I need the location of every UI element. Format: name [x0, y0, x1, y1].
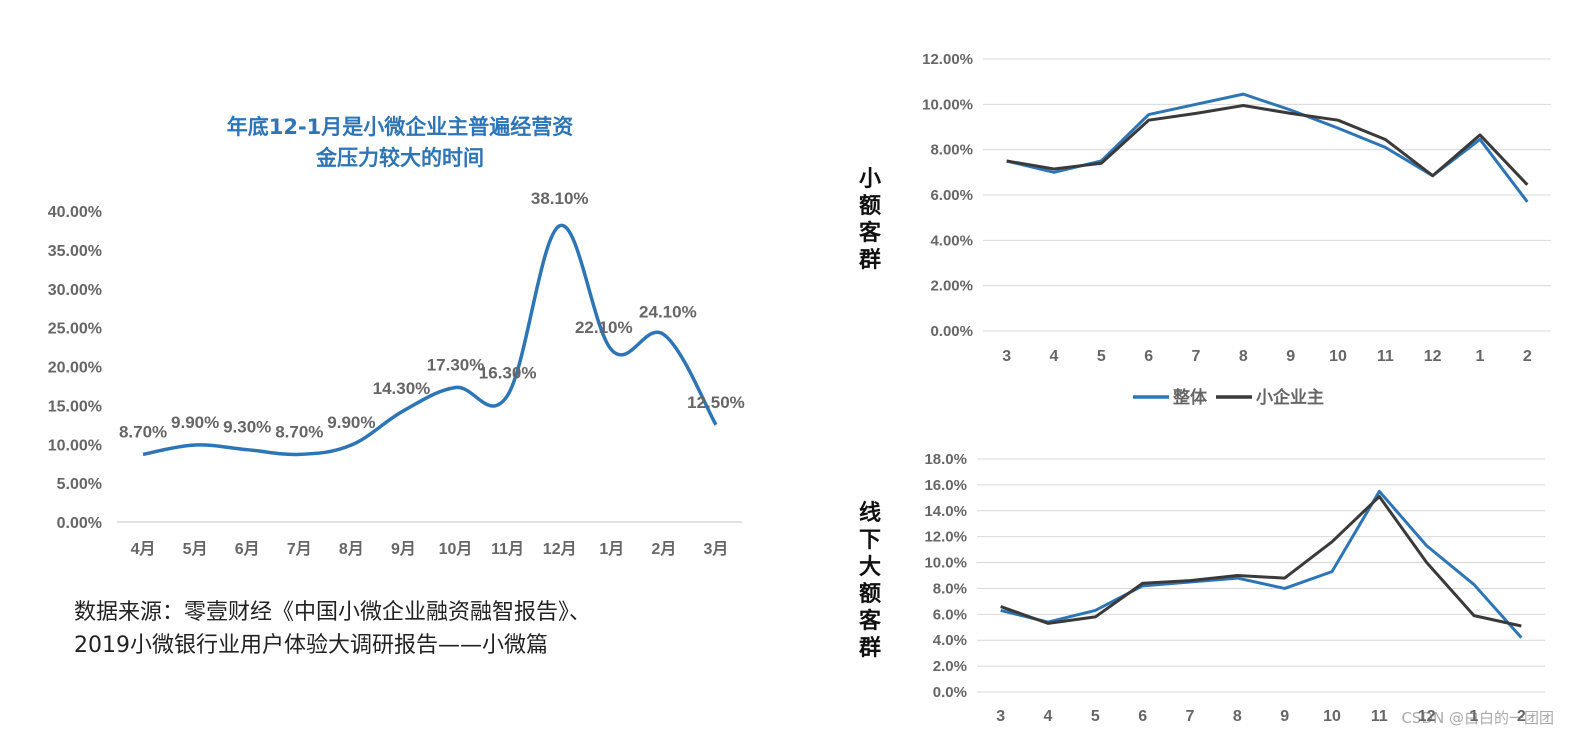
source-line1: 数据来源：零壹财经《中国小微企业融资融智报告》、 — [74, 600, 592, 625]
y-tick-label: 10.00% — [48, 437, 102, 454]
data-label: 24.10% — [639, 303, 697, 322]
y-tick-label: 0.00% — [930, 323, 973, 340]
x-tick-label: 7月 — [287, 540, 312, 558]
data-label: 22.10% — [575, 318, 633, 337]
y-tick-label: 6.00% — [930, 187, 973, 204]
panel-label-small-amount: 小额客群 — [858, 167, 881, 273]
chart-title: 年底12-1月是小微企业主普遍经营资 金压力较大的时间 — [150, 112, 650, 174]
x-tick-label: 1月 — [599, 540, 624, 558]
y-tick-label: 40.00% — [48, 204, 102, 221]
x-tick-label: 6 — [1138, 708, 1147, 725]
legend-label-overall: 整体 — [1173, 387, 1208, 408]
data-label: 9.30% — [223, 418, 271, 437]
x-tick-label: 7 — [1192, 348, 1201, 365]
data-label: 16.30% — [479, 363, 537, 382]
y-tick-label: 16.0% — [924, 477, 967, 494]
y-tick-label: 10.00% — [922, 96, 973, 113]
x-tick-label: 4 — [1050, 348, 1059, 365]
x-tick-label: 3月 — [704, 540, 729, 558]
x-tick-label: 2月 — [651, 540, 676, 558]
x-tick-label: 5 — [1091, 708, 1100, 725]
series-line-overall — [1000, 489, 1523, 639]
chart-title-line2: 金压力较大的时间 — [316, 146, 484, 170]
series-line-small-business — [1006, 103, 1529, 186]
x-tick-label: 5 — [1097, 348, 1106, 365]
data-source: 数据来源：零壹财经《中国小微企业融资融智报告》、 2019小微银行业用户体验大调… — [74, 596, 591, 662]
y-tick-label: 12.0% — [924, 529, 967, 546]
data-label: 9.90% — [171, 413, 219, 432]
x-tick-label: 11月 — [491, 540, 524, 558]
x-tick-label: 8 — [1239, 348, 1248, 365]
y-tick-label: 4.00% — [930, 232, 973, 249]
x-tick-label: 2 — [1523, 348, 1532, 365]
x-tick-label: 4月 — [131, 540, 156, 558]
x-tick-label: 9 — [1280, 708, 1289, 725]
legend-label-small-business: 小企业主 — [1256, 387, 1324, 408]
x-tick-label: 11 — [1371, 708, 1388, 725]
data-label: 14.30% — [373, 379, 431, 398]
data-label: 8.70% — [119, 422, 167, 441]
y-tick-label: 0.0% — [933, 684, 967, 701]
y-tick-label: 18.0% — [924, 451, 967, 468]
x-tick-label: 2 — [1517, 708, 1526, 725]
source-line2: 2019小微银行业用户体验大调研报告——小微篇 — [74, 633, 548, 658]
x-tick-label: 7 — [1186, 708, 1195, 725]
x-tick-label: 4 — [1044, 708, 1053, 725]
x-tick-label: 6月 — [235, 540, 260, 558]
y-tick-label: 14.0% — [924, 503, 967, 520]
x-tick-label: 12 — [1424, 348, 1442, 365]
series-line — [142, 224, 718, 457]
x-tick-label: 5月 — [183, 540, 208, 558]
x-tick-label: 1 — [1470, 708, 1479, 725]
y-tick-label: 30.00% — [48, 282, 102, 299]
x-tick-label: 9 — [1286, 348, 1295, 365]
x-tick-label: 6 — [1144, 348, 1153, 365]
data-label: 17.30% — [427, 355, 485, 374]
series-line-small-business — [1000, 495, 1522, 628]
x-tick-label: 11 — [1377, 348, 1394, 365]
y-tick-label: 35.00% — [48, 243, 102, 260]
y-tick-label: 2.00% — [930, 278, 973, 295]
x-tick-label: 8 — [1233, 708, 1242, 725]
x-tick-label: 3 — [996, 708, 1005, 725]
y-tick-label: 20.00% — [48, 360, 102, 377]
x-tick-label: 10 — [1329, 348, 1347, 365]
x-tick-label: 10 — [1323, 708, 1341, 725]
chart-title-line1: 年底12-1月是小微企业主普遍经营资 — [226, 115, 574, 139]
y-tick-label: 25.00% — [48, 321, 102, 338]
x-tick-label: 12 — [1418, 708, 1436, 725]
data-label: 8.70% — [275, 422, 323, 441]
data-label: 38.10% — [531, 189, 589, 208]
y-tick-label: 12.00% — [922, 51, 973, 68]
y-tick-label: 2.0% — [933, 658, 967, 675]
y-tick-label: 10.0% — [924, 555, 967, 572]
watermark: CSDN @白白的一团团 — [1401, 709, 1554, 727]
panel-label-offline-large: 线下大额客群 — [858, 501, 881, 661]
x-tick-label: 10月 — [439, 540, 473, 558]
y-tick-label: 6.0% — [933, 606, 967, 623]
y-tick-label: 8.00% — [930, 142, 973, 159]
data-label: 12.50% — [687, 393, 745, 412]
x-tick-label: 8月 — [339, 540, 364, 558]
x-tick-label: 1 — [1476, 348, 1485, 365]
y-tick-label: 0.00% — [57, 515, 102, 532]
data-label: 9.90% — [327, 413, 375, 432]
y-tick-label: 4.0% — [933, 632, 967, 649]
x-tick-label: 12月 — [543, 540, 577, 558]
x-tick-label: 3 — [1002, 348, 1011, 365]
y-tick-label: 5.00% — [57, 476, 102, 493]
y-tick-label: 8.0% — [933, 580, 967, 597]
y-tick-label: 15.00% — [48, 398, 102, 415]
x-tick-label: 9月 — [391, 540, 416, 558]
